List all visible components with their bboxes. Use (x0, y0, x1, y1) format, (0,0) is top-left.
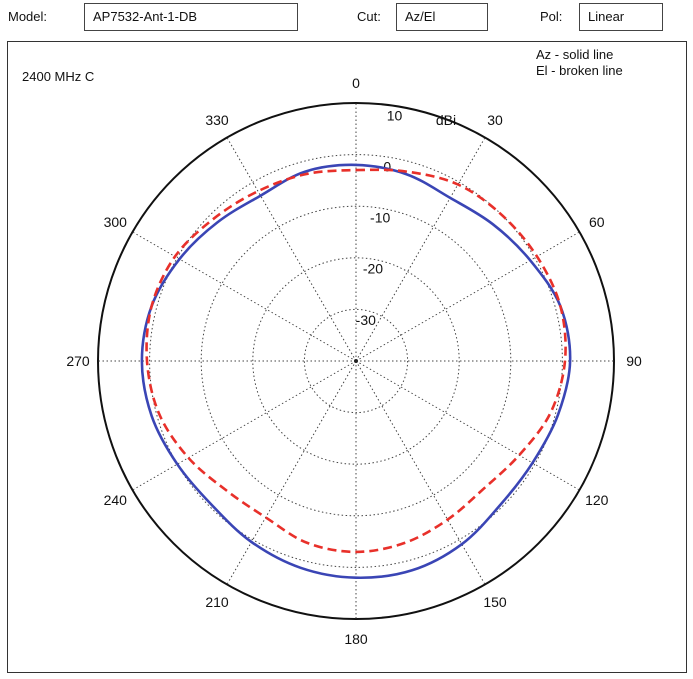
spoke-240 (132, 360, 357, 491)
pol-field[interactable]: Linear (579, 3, 663, 31)
radial-ring-4 (303, 308, 409, 414)
radial-tick-label-2: -10 (370, 210, 390, 226)
series-line-1 (145, 168, 567, 554)
angle-tick-label-270: 270 (66, 353, 90, 369)
angle-tick-label-120: 120 (585, 492, 609, 508)
radial-ring-1 (149, 154, 563, 568)
radial-unit-label: dBi (436, 112, 456, 128)
center-point (354, 359, 358, 363)
series-line-0 (140, 163, 572, 580)
angle-tick-label-30: 30 (487, 112, 503, 128)
radial-tick-label-3: -20 (363, 261, 383, 277)
outer-ring (97, 102, 615, 620)
cut-field[interactable]: Az/El (396, 3, 488, 31)
angle-tick-label-150: 150 (483, 594, 507, 610)
angle-tick-label-210: 210 (205, 594, 229, 610)
spoke-210 (226, 360, 357, 585)
spoke-330 (226, 137, 357, 362)
spoke-300 (132, 231, 357, 362)
angle-tick-label-60: 60 (589, 214, 605, 230)
model-field[interactable]: AP7532-Ant-1-DB (84, 3, 298, 31)
radial-tick-label-4: -30 (356, 312, 376, 328)
legend-entry-az: Az - solid line (536, 47, 614, 62)
angle-tick-label-300: 300 (104, 214, 128, 230)
angle-tick-label-240: 240 (104, 492, 128, 508)
spoke-30 (355, 137, 486, 362)
spoke-150 (355, 360, 486, 585)
radial-ring-3 (252, 257, 460, 465)
angle-tick-label-180: 180 (344, 631, 368, 647)
plot-frame: 2400 MHz C Az - solid line El - broken l… (7, 41, 687, 673)
pol-label: Pol: (540, 9, 563, 24)
chart-title: 2400 MHz C (22, 69, 95, 84)
model-label: Model: (8, 9, 48, 24)
legend-entry-el: El - broken line (536, 63, 623, 78)
angle-tick-label-90: 90 (626, 353, 642, 369)
spoke-60 (355, 231, 580, 362)
radial-tick-label-0: 10 (387, 107, 403, 123)
spoke-120 (355, 360, 580, 491)
cut-label: Cut: (357, 9, 381, 24)
radial-ring-2 (200, 205, 512, 517)
angle-tick-label-330: 330 (205, 112, 229, 128)
angle-tick-label-0: 0 (352, 75, 360, 91)
radial-tick-label-1: 0 (383, 159, 391, 175)
